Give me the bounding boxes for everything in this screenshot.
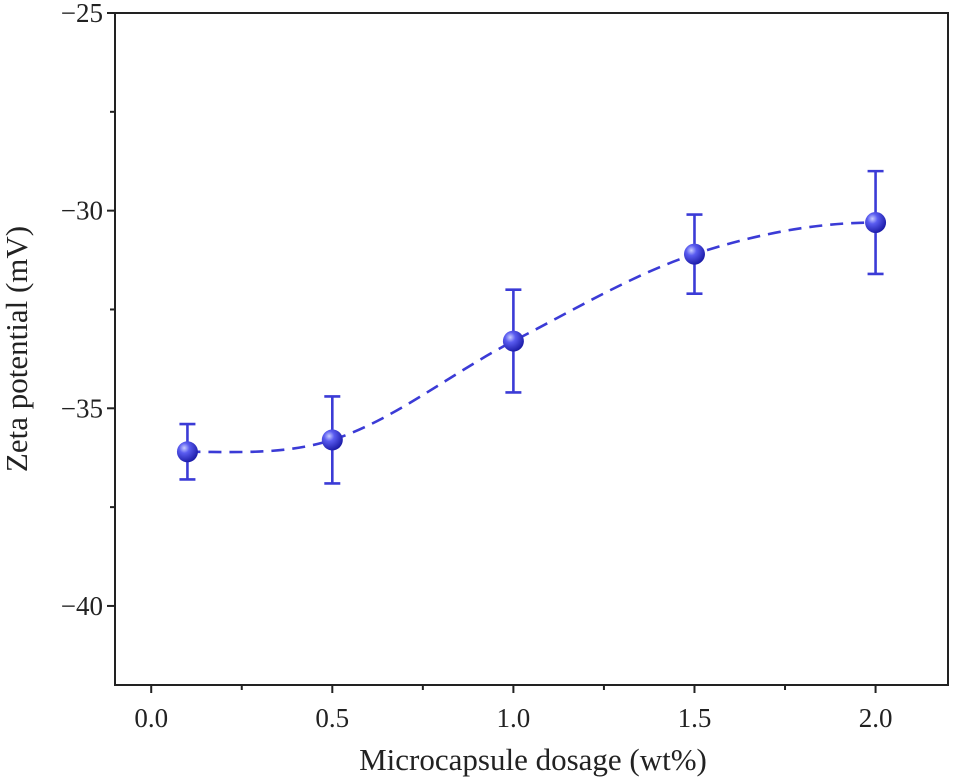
fit-curve-dashed [187, 221, 876, 454]
plot-frame [114, 12, 949, 686]
error-bars-layer [179, 169, 884, 485]
y-tick-label: −40 [61, 591, 103, 621]
data-point-marker [865, 212, 887, 234]
y-tick-label: −25 [61, 0, 103, 28]
x-tick-label: 2.0 [859, 703, 893, 733]
x-tick-label: 1.0 [497, 703, 531, 733]
x-tick-label: 1.5 [678, 703, 712, 733]
x-tick-label: 0.0 [134, 703, 168, 733]
y-axis-title: Zeta potential (mV) [0, 226, 34, 472]
x-axis-title: Microcapsule dosage (wt%) [359, 742, 707, 777]
ticks-layer: 0.0 0.5 1.0 1.5 2.0 −40 −35 −30 −25 [61, 0, 893, 733]
markers-layer [176, 212, 887, 463]
y-tick-label: −35 [61, 393, 103, 423]
x-tick-label: 0.5 [315, 703, 349, 733]
data-point-marker [683, 243, 705, 265]
fit-curve-layer [187, 221, 876, 454]
data-point-marker [176, 441, 198, 463]
y-tick-label: −30 [61, 196, 103, 226]
data-point-marker [321, 429, 343, 451]
data-point-marker [502, 330, 524, 352]
